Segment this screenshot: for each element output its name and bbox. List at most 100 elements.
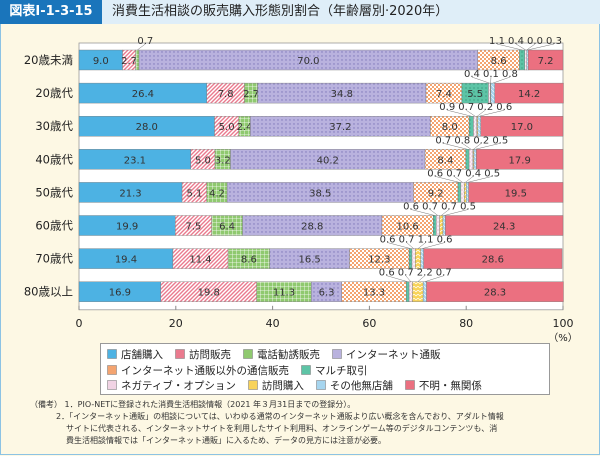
data-label: 26.4 (132, 89, 154, 100)
bar-segment (439, 215, 444, 236)
legend-label: 電話勧誘販売 (257, 349, 320, 361)
legend-swatch (248, 380, 258, 390)
leader-line (492, 76, 511, 84)
data-label: 0.0 (527, 36, 543, 47)
leader-line (454, 176, 463, 183)
bar-segment (473, 149, 477, 170)
data-label: 16.5 (298, 255, 320, 266)
category-label: 30歳代 (35, 119, 73, 133)
x-tick-label: 40 (266, 317, 280, 330)
leader-line (386, 275, 408, 282)
legend-item: インターネット通販 (332, 347, 441, 362)
data-label: 7.2 (538, 56, 554, 67)
data-label: 1.1 (489, 36, 505, 47)
leader-line (387, 242, 411, 249)
leader-line (429, 209, 439, 216)
legend-label: 不明・無関係 (418, 380, 482, 392)
note-text: 1．PIO-NETに登録された消費生活相談情報（2021 年３月31日までの登録… (64, 400, 356, 409)
data-label: 1.1 (418, 235, 434, 246)
legend-item: 不明・無関係 (405, 378, 482, 393)
data-label: 0.9 (439, 102, 455, 113)
data-label: 0.7 (436, 268, 452, 279)
data-label: 70.0 (297, 56, 319, 67)
bar-segment (476, 149, 564, 170)
data-label: 19.4 (115, 255, 137, 266)
bar-segment (468, 182, 564, 203)
data-label: 9.2 (428, 188, 444, 199)
data-label: 0.7 (435, 135, 451, 146)
x-tick-label: 60 (362, 317, 376, 330)
bar-segment (524, 49, 527, 71)
bar-segment (465, 149, 470, 170)
data-label: 21.3 (119, 188, 141, 199)
leader-line (465, 176, 474, 183)
legend-swatch (107, 380, 117, 390)
data-label: 9.0 (93, 56, 109, 67)
bar-segment (442, 215, 446, 236)
data-label: 5.0 (195, 155, 211, 166)
legend-label: 店舗購入 (121, 349, 163, 361)
category-label: 80歳以上 (24, 285, 73, 299)
legend-label: マルチ取引 (315, 364, 368, 377)
leader-line (479, 109, 505, 117)
data-label: 10.6 (397, 222, 419, 233)
legend-label: ネガティブ・オプション (121, 380, 236, 392)
bar-segment (466, 182, 469, 203)
data-label: 3.2 (215, 155, 231, 166)
data-label: 2.4 (237, 122, 253, 133)
data-label: 8.4 (437, 155, 453, 166)
data-label: 17.9 (509, 155, 531, 166)
data-label: 28.0 (136, 122, 158, 133)
data-label: 19.9 (116, 222, 138, 233)
bar-segment (435, 215, 440, 236)
legend-label: 訪問販売 (189, 349, 231, 361)
x-tick-label: 80 (459, 317, 473, 330)
bar-segment (426, 281, 564, 302)
data-label: 34.8 (331, 89, 353, 100)
data-label: 0.5 (460, 202, 476, 213)
data-label: 19.8 (198, 288, 220, 299)
bar-segment (468, 149, 474, 170)
data-label: 7.4 (436, 89, 452, 100)
data-label: 0.4 (508, 36, 524, 47)
leader-line (441, 209, 450, 216)
bar-segment (423, 248, 563, 269)
leader-line (405, 275, 411, 282)
notes: （備考） 1．PIO-NETに登録された消費生活相談情報（2021 年３月31日… (30, 399, 504, 447)
bar-segment (494, 82, 564, 104)
data-label: 5.1 (186, 188, 202, 199)
data-label: 37.2 (329, 122, 351, 133)
x-tick-label: 20 (169, 317, 183, 330)
data-label: 0.6 (403, 202, 419, 213)
leader-line (466, 109, 476, 117)
legend-swatch (405, 380, 415, 390)
note-1: （備考） 1．PIO-NETに登録された消費生活相談情報（2021 年３月31日… (30, 399, 504, 411)
data-label: 0.5 (484, 168, 500, 179)
data-label: 23.1 (124, 155, 146, 166)
legend-item: 店舗購入 (107, 347, 163, 362)
legend-item: 訪問購入 (248, 378, 304, 393)
leader-line (444, 209, 469, 216)
category-label: 50歳代 (35, 185, 73, 199)
leader-line (496, 43, 523, 51)
bar-segment (422, 281, 427, 302)
bar-segment (473, 115, 478, 137)
x-unit-label: （%） (548, 332, 578, 342)
data-label: 0.6 (379, 268, 395, 279)
data-label: 6.4 (219, 222, 235, 233)
bar-segment (490, 82, 495, 104)
note-2: 2．「インターネット通販」の相談については、いわゆる通常のインターネット通販より… (56, 412, 504, 421)
data-label: 40.2 (317, 155, 339, 166)
bar-segment (460, 182, 465, 203)
bar-segment (405, 281, 410, 302)
data-label: 0.4 (464, 69, 480, 80)
bar-segment (408, 281, 413, 302)
data-label: 11.3 (273, 288, 295, 299)
data-label: 28.3 (484, 288, 506, 299)
bar-segment (415, 248, 421, 269)
bar-segment (519, 49, 525, 71)
data-label: 0.7 (458, 102, 474, 113)
legend-row: 店舗購入 訪問販売 電話勧誘販売 インターネット通販 (107, 347, 453, 362)
bar-segment (527, 49, 564, 71)
data-label: 0.7 (137, 36, 153, 47)
